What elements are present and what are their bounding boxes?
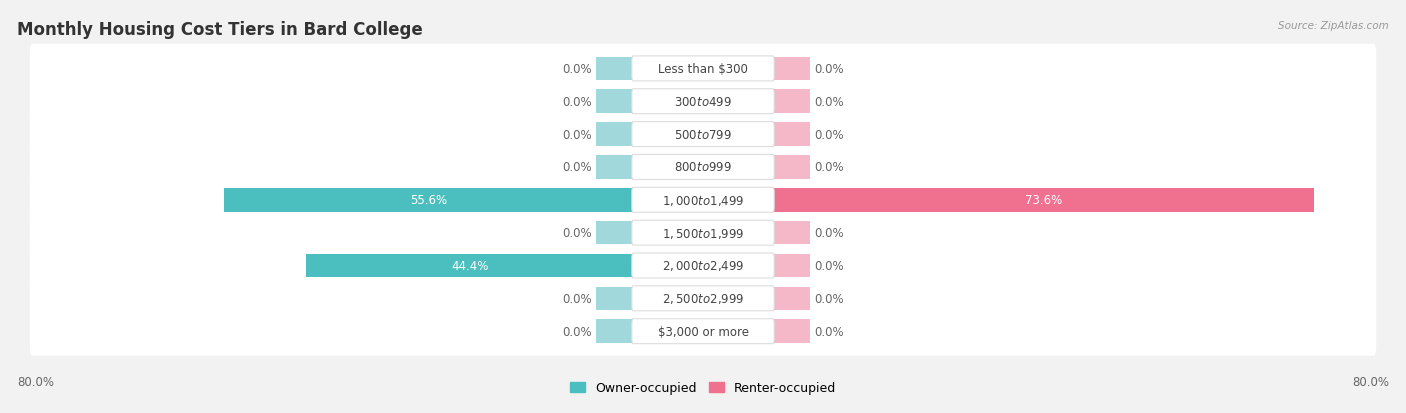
Text: 0.0%: 0.0%: [814, 128, 844, 141]
Text: 55.6%: 55.6%: [411, 194, 447, 207]
Text: $2,000 to $2,499: $2,000 to $2,499: [662, 259, 744, 273]
Text: 0.0%: 0.0%: [814, 292, 844, 305]
Bar: [596, 90, 633, 114]
FancyBboxPatch shape: [30, 241, 1376, 290]
Text: 80.0%: 80.0%: [17, 375, 53, 388]
Text: 0.0%: 0.0%: [562, 227, 592, 240]
FancyBboxPatch shape: [30, 45, 1376, 94]
FancyBboxPatch shape: [30, 209, 1376, 258]
Bar: [773, 221, 810, 245]
Text: $1,000 to $1,499: $1,000 to $1,499: [662, 193, 744, 207]
FancyBboxPatch shape: [631, 57, 775, 82]
Legend: Owner-occupied, Renter-occupied: Owner-occupied, Renter-occupied: [565, 376, 841, 399]
Bar: [596, 320, 633, 343]
Bar: [307, 254, 633, 278]
Text: 0.0%: 0.0%: [814, 63, 844, 76]
Text: Less than $300: Less than $300: [658, 63, 748, 76]
Text: $800 to $999: $800 to $999: [673, 161, 733, 174]
Bar: [596, 57, 633, 81]
Text: 0.0%: 0.0%: [562, 95, 592, 109]
Text: 0.0%: 0.0%: [814, 227, 844, 240]
Bar: [773, 287, 810, 311]
Bar: [596, 287, 633, 311]
Text: 0.0%: 0.0%: [562, 128, 592, 141]
Text: 0.0%: 0.0%: [562, 292, 592, 305]
FancyBboxPatch shape: [631, 90, 775, 114]
Bar: [773, 188, 1315, 212]
Bar: [596, 123, 633, 147]
FancyBboxPatch shape: [631, 221, 775, 245]
Bar: [773, 156, 810, 179]
Bar: [773, 57, 810, 81]
Bar: [773, 90, 810, 114]
Text: $500 to $799: $500 to $799: [673, 128, 733, 141]
Bar: [773, 254, 810, 278]
Text: Source: ZipAtlas.com: Source: ZipAtlas.com: [1278, 21, 1389, 31]
Text: $1,500 to $1,999: $1,500 to $1,999: [662, 226, 744, 240]
FancyBboxPatch shape: [631, 155, 775, 180]
FancyBboxPatch shape: [631, 122, 775, 147]
Text: 73.6%: 73.6%: [1025, 194, 1063, 207]
Text: 0.0%: 0.0%: [562, 161, 592, 174]
Text: $3,000 or more: $3,000 or more: [658, 325, 748, 338]
FancyBboxPatch shape: [30, 77, 1376, 126]
FancyBboxPatch shape: [30, 176, 1376, 225]
Text: 0.0%: 0.0%: [814, 95, 844, 109]
Bar: [773, 320, 810, 343]
Text: 0.0%: 0.0%: [562, 325, 592, 338]
Bar: [773, 123, 810, 147]
FancyBboxPatch shape: [631, 286, 775, 311]
Bar: [596, 156, 633, 179]
Bar: [596, 221, 633, 245]
FancyBboxPatch shape: [30, 110, 1376, 159]
FancyBboxPatch shape: [631, 188, 775, 213]
FancyBboxPatch shape: [631, 319, 775, 344]
Text: 0.0%: 0.0%: [814, 161, 844, 174]
Text: 44.4%: 44.4%: [451, 259, 488, 272]
Text: 0.0%: 0.0%: [814, 325, 844, 338]
Bar: [224, 188, 633, 212]
Text: $2,500 to $2,999: $2,500 to $2,999: [662, 292, 744, 306]
FancyBboxPatch shape: [30, 307, 1376, 356]
Text: 80.0%: 80.0%: [1353, 375, 1389, 388]
FancyBboxPatch shape: [30, 274, 1376, 323]
Text: 0.0%: 0.0%: [814, 259, 844, 272]
FancyBboxPatch shape: [30, 143, 1376, 192]
Text: Monthly Housing Cost Tiers in Bard College: Monthly Housing Cost Tiers in Bard Colle…: [17, 21, 423, 38]
FancyBboxPatch shape: [631, 254, 775, 278]
Text: $300 to $499: $300 to $499: [673, 95, 733, 109]
Text: 0.0%: 0.0%: [562, 63, 592, 76]
